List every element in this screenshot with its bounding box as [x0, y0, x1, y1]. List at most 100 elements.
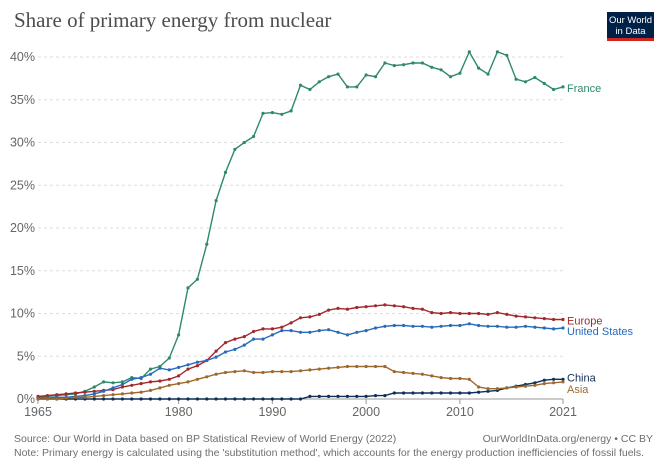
data-point [439, 391, 443, 395]
data-point [523, 324, 528, 328]
data-point [392, 64, 396, 68]
data-point [345, 85, 349, 89]
data-point [130, 391, 134, 395]
data-point [486, 72, 490, 76]
data-point [411, 391, 415, 395]
data-point [36, 397, 40, 401]
data-point [55, 397, 59, 401]
data-point [111, 381, 115, 385]
y-tick-label: 30% [10, 136, 35, 150]
data-point [458, 71, 462, 75]
data-point [270, 327, 274, 331]
data-point [420, 61, 424, 65]
data-point [448, 311, 453, 315]
data-point [430, 391, 434, 395]
data-point [73, 391, 78, 395]
data-point [102, 389, 106, 393]
x-tick-label: 1990 [258, 405, 286, 419]
series-france[interactable] [36, 50, 565, 399]
data-point [214, 372, 218, 376]
series-asia[interactable] [36, 364, 565, 401]
data-point [448, 323, 453, 328]
gridlines [38, 56, 563, 400]
data-point [308, 394, 312, 398]
x-tick-label: 2010 [446, 405, 474, 419]
data-point [430, 311, 434, 315]
data-point [120, 385, 124, 389]
data-point [317, 312, 321, 316]
data-point [561, 377, 565, 381]
data-point [280, 397, 284, 401]
data-point [308, 330, 312, 334]
methodology-note: Note: Primary energy is calculated using… [14, 447, 645, 459]
data-point [542, 326, 546, 330]
data-point [505, 386, 509, 390]
data-point [270, 397, 274, 401]
data-point [486, 389, 490, 393]
data-point [392, 370, 396, 374]
data-point [533, 383, 537, 387]
data-point [148, 367, 153, 371]
data-point [102, 380, 106, 384]
data-point [533, 381, 537, 385]
data-point [477, 66, 481, 70]
data-point [317, 80, 321, 84]
data-point [233, 397, 237, 401]
data-point [317, 394, 321, 398]
data-point [392, 304, 396, 308]
y-axis-ticks: 0% 5% 10% 15% 20% 25% 30% 35% 40% [10, 50, 35, 406]
series-label: France [567, 83, 601, 95]
data-point [514, 385, 518, 389]
data-point [402, 391, 406, 395]
data-point [467, 322, 471, 326]
data-point [355, 85, 359, 89]
data-point [392, 323, 396, 328]
data-point [486, 387, 490, 391]
data-point [233, 337, 237, 341]
data-point [298, 316, 303, 320]
data-point [477, 385, 481, 389]
series-europe[interactable] [36, 303, 565, 398]
data-point [486, 312, 490, 316]
data-point [280, 325, 284, 329]
data-point [373, 364, 378, 369]
owid-logo[interactable]: Our World in Data [607, 12, 654, 41]
data-point [280, 112, 284, 116]
data-point [336, 72, 340, 76]
data-point [120, 397, 124, 401]
x-tick-label: 2000 [352, 405, 380, 419]
data-point [355, 330, 359, 334]
data-point [223, 341, 228, 345]
x-tick-label: 1965 [24, 405, 52, 419]
data-point [561, 85, 565, 89]
data-point [130, 377, 134, 381]
data-point [402, 370, 406, 375]
data-point [364, 329, 368, 333]
data-point [139, 376, 143, 380]
data-point [430, 374, 434, 378]
data-point [467, 311, 471, 316]
data-point [514, 77, 518, 81]
data-point [214, 199, 218, 203]
data-point [383, 324, 387, 328]
series-united-states[interactable] [36, 322, 565, 400]
data-point [411, 371, 415, 375]
source-url[interactable]: OurWorldInData.org/energy • CC BY [482, 433, 653, 445]
data-point [364, 364, 368, 369]
data-point [92, 392, 96, 396]
data-point [289, 329, 293, 333]
data-point [186, 367, 190, 371]
data-point [289, 321, 293, 325]
data-point [270, 370, 274, 374]
data-point [439, 311, 443, 316]
data-point [467, 377, 471, 381]
data-point [402, 305, 406, 309]
data-point [383, 364, 387, 369]
data-point [223, 350, 228, 354]
data-point [139, 397, 143, 401]
data-point [298, 397, 303, 401]
data-point [411, 306, 415, 310]
data-point [373, 75, 378, 79]
